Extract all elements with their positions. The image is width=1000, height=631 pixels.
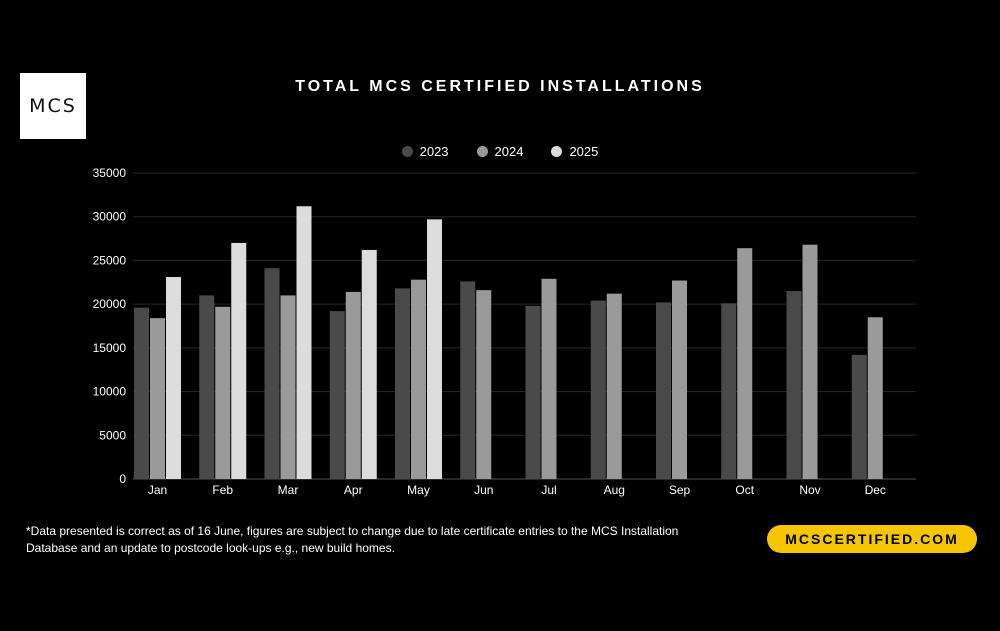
bar-2025-Mar	[296, 206, 312, 480]
bar-2025-Apr	[361, 249, 377, 479]
x-tick-label: Jul	[541, 483, 556, 497]
legend-label-2024: 2024	[494, 144, 524, 159]
x-tick-label: Jan	[148, 483, 167, 497]
bar-2023-Oct	[721, 303, 737, 479]
footnote: *Data presented is correct as of 16 June…	[26, 524, 679, 555]
bar-2024-Oct	[737, 248, 753, 479]
bar-2025-Feb	[231, 242, 247, 479]
bar-2023-Nov	[786, 291, 802, 479]
bar-2024-Aug	[606, 293, 622, 479]
legend-swatch-2023	[401, 146, 413, 157]
y-tick-label: 20000	[93, 297, 127, 311]
bar-2024-Jan	[150, 318, 165, 479]
bar-2024-Jul	[541, 278, 557, 479]
y-tick-label: 15000	[93, 341, 127, 355]
x-tick-label: Feb	[212, 483, 233, 497]
bar-2024-Nov	[802, 244, 818, 479]
x-tick-label: Mar	[278, 483, 299, 497]
x-tick-label: May	[407, 483, 430, 497]
bar-2025-May	[427, 219, 442, 479]
bar-2023-Jul	[525, 305, 541, 479]
bar-2023-Dec	[851, 354, 867, 479]
legend-label-2023: 2023	[419, 144, 449, 159]
legend-label-2025: 2025	[569, 144, 599, 159]
y-tick-label: 35000	[93, 166, 127, 180]
bar-2024-Mar	[280, 295, 296, 479]
chart-legend: 2023 2024 2025	[0, 144, 1000, 159]
website-badge[interactable]: MCSCERTIFIED.COM	[767, 525, 977, 553]
bar-2023-Sep	[656, 302, 671, 479]
y-tick-label: 30000	[93, 210, 127, 224]
x-tick-label: Sep	[669, 483, 691, 497]
legend-item-2025: 2025	[551, 144, 598, 159]
x-tick-label: Apr	[344, 483, 363, 497]
bar-2024-Sep	[672, 280, 687, 479]
bar-2023-Jun	[460, 281, 476, 479]
website-link[interactable]: MCSCERTIFIED.COM	[785, 531, 959, 547]
y-tick-label: 0	[119, 472, 126, 486]
bar-2024-Jun	[476, 290, 492, 479]
y-tick-label: 10000	[93, 385, 127, 399]
bar-2024-Apr	[345, 291, 361, 479]
y-tick-label: 5000	[99, 428, 126, 442]
y-tick-label: 25000	[93, 253, 127, 267]
x-tick-label: Dec	[865, 483, 886, 497]
bar-2023-Aug	[590, 300, 606, 479]
bar-2024-May	[411, 279, 426, 479]
x-tick-label: Jun	[474, 483, 493, 497]
bar-2023-Feb	[199, 295, 215, 479]
bar-2023-Mar	[264, 268, 280, 479]
bar-2023-Jan	[134, 307, 149, 479]
bar-2024-Feb	[215, 306, 231, 479]
mcs-logo: MCS	[20, 73, 86, 139]
logo-text: MCS	[29, 95, 77, 117]
bar-2023-Apr	[329, 311, 345, 479]
legend-swatch-2024	[476, 146, 488, 157]
x-tick-label: Oct	[735, 483, 754, 497]
bar-2024-Dec	[867, 317, 883, 479]
bar-2025-Jan	[166, 277, 181, 479]
bar-2023-May	[395, 288, 410, 479]
chart-title: TOTAL MCS CERTIFIED INSTALLATIONS	[295, 78, 705, 95]
legend-item-2024: 2024	[476, 144, 524, 159]
legend-item-2023: 2023	[401, 144, 449, 159]
legend-swatch-2025	[551, 146, 563, 157]
x-tick-label: Nov	[799, 483, 820, 497]
x-tick-label: Aug	[604, 483, 625, 497]
